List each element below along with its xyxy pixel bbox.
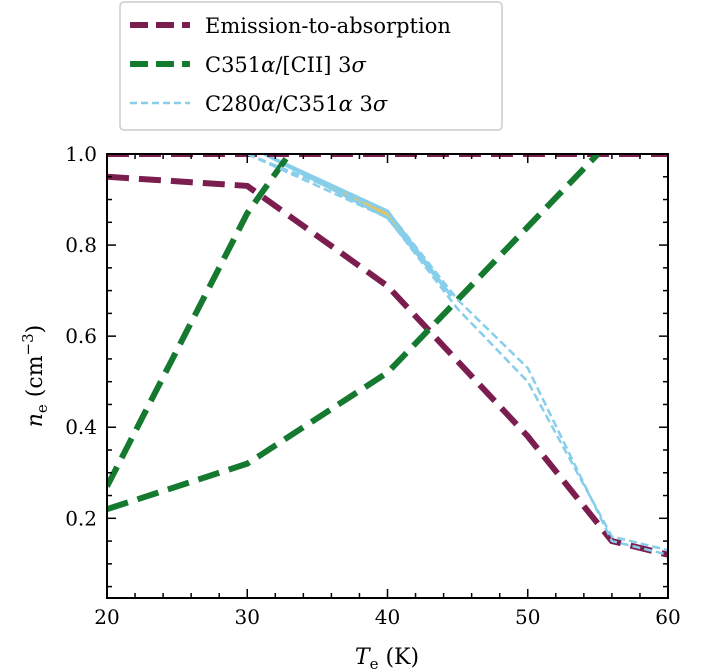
allowed-region xyxy=(262,154,453,297)
plot-area xyxy=(107,154,668,558)
y-tick-label: 0.2 xyxy=(65,506,97,530)
legend-label-emission: Emission-to-absorption xyxy=(205,14,451,38)
series-0-line-0 xyxy=(107,173,668,558)
y-axis-label: ne (cm−3) xyxy=(19,325,51,428)
axes: 20 30 40 50 60 0.2 0.4 0.6 0.8 1.0 xyxy=(65,142,681,629)
legend: Emission-to-absorption C351α/[CII] 3σ C2… xyxy=(119,1,503,131)
y-tick-label: 1.0 xyxy=(65,142,97,166)
legend-label-c280-c351: C280α/C351α 3σ xyxy=(205,92,388,116)
series-1-line-1 xyxy=(107,154,601,513)
series-1-line-0 xyxy=(107,154,292,488)
x-axis-label: Te (K) xyxy=(355,645,419,670)
axes-frame xyxy=(106,153,669,599)
x-tick-label: 40 xyxy=(375,605,400,629)
x-tick-label: 50 xyxy=(515,605,540,629)
series-2-line-0 xyxy=(246,154,668,552)
series-2-line-1 xyxy=(246,154,668,556)
legend-label-c351-cii: C351α/[CII] 3σ xyxy=(205,53,367,77)
y-tick-label: 0.4 xyxy=(65,415,97,439)
x-tick-label: 60 xyxy=(655,605,680,629)
y-tick-label: 0.6 xyxy=(65,324,97,348)
legend-box xyxy=(119,1,503,131)
x-tick-label: 20 xyxy=(94,605,119,629)
y-tick-label: 0.8 xyxy=(65,233,97,257)
x-tick-label: 30 xyxy=(235,605,260,629)
